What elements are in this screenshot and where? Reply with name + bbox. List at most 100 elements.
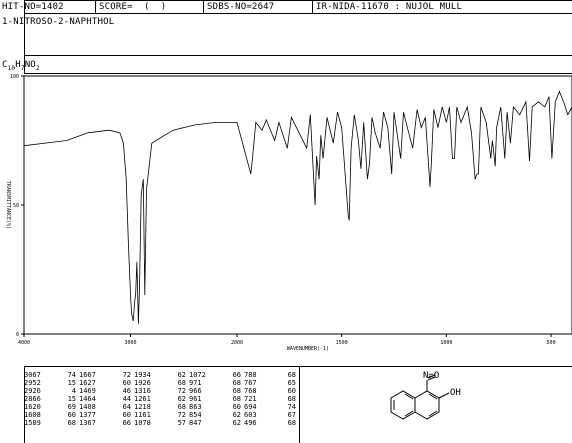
peak-transmittance: 74 [67, 371, 76, 379]
peak-wavenumber: 721 [244, 395, 257, 404]
peak-transmittance: 68 [232, 387, 241, 396]
peak-row: 1316 72 [134, 387, 186, 395]
x-tick-label: 1500 [336, 340, 348, 346]
peak-transmittance: 66 [232, 371, 241, 379]
compound-name: 1-NITROSO-2-NAPHTHOL [2, 17, 115, 27]
peak-row: 788 68 [244, 371, 296, 379]
name-box [24, 14, 572, 56]
sdbs-divider [203, 0, 204, 14]
peak-row: 854 62 [189, 411, 241, 419]
peak-table-box [24, 366, 299, 443]
peak-wavenumber: 603 [244, 411, 257, 420]
ir-id: IR-NIDA-11670 : NUJOL MULL [316, 2, 463, 12]
peak-wavenumber: 966 [189, 387, 202, 396]
peak-transmittance: 67 [287, 411, 296, 420]
peak-transmittance: 62 [177, 371, 186, 379]
peak-row: 966 68 [189, 387, 241, 395]
peak-transmittance: 60 [67, 411, 76, 420]
peak-wavenumber: 1316 [134, 387, 151, 396]
peak-column: 1667 72 1627 60 1469 46 1464 44 1408 64 1377 60 1367… [79, 371, 131, 427]
peak-row: 971 68 [189, 379, 241, 387]
x-tick-label: 4000 [18, 340, 30, 346]
peak-wavenumber: 1469 [79, 387, 96, 396]
peak-row: 1161 72 [134, 411, 186, 419]
peak-row: 1261 62 [134, 395, 186, 403]
peak-transmittance: 74 [287, 403, 296, 412]
molecular-structure: OH N=O [390, 371, 461, 420]
x-tick-label: 3000 [124, 340, 136, 346]
peak-row: 1072 66 [189, 371, 241, 379]
peak-wavenumber: 1926 [134, 379, 151, 388]
peak-transmittance: 68 [287, 395, 296, 404]
peak-column: 1934 62 1926 68 1316 72 1261 62 1218 68 1161 72 1078… [134, 371, 186, 427]
nitroso-label: N=O [423, 371, 439, 381]
peak-transmittance: 68 [177, 379, 186, 388]
peak-transmittance: 62 [177, 395, 186, 404]
formula-box [24, 56, 572, 74]
peak-row: 1078 57 [134, 419, 186, 427]
peak-transmittance: 62 [232, 411, 241, 420]
score: SCORE= ( ) [99, 2, 167, 12]
peak-column: 788 68 767 65 768 60 721 68 694 74 603 67 496 68 [244, 371, 296, 427]
peak-row: 1608 60 [24, 411, 76, 419]
peak-wavenumber: 1072 [189, 371, 206, 379]
peak-wavenumber: 3067 [24, 371, 41, 379]
peak-row: 1469 46 [79, 387, 131, 395]
molecular-formula: C10H7NO2 [2, 60, 40, 72]
peak-transmittance: 57 [177, 419, 186, 428]
peak-row: 603 67 [244, 411, 296, 419]
peak-transmittance: 66 [122, 419, 131, 428]
peak-row: 767 65 [244, 379, 296, 387]
peak-row: 1377 60 [79, 411, 131, 419]
peak-transmittance: 72 [122, 371, 131, 379]
peak-wavenumber: 971 [189, 379, 202, 388]
peak-wavenumber: 2866 [24, 395, 41, 404]
peak-row: 863 60 [189, 403, 241, 411]
peak-wavenumber: 1161 [134, 411, 151, 420]
peak-row: 721 68 [244, 395, 296, 403]
structure-box [299, 366, 572, 443]
x-axis-label: WAVENUMBER(-1) [287, 346, 329, 352]
peak-row: 694 74 [244, 403, 296, 411]
peak-transmittance: 46 [122, 387, 131, 396]
peak-wavenumber: 1627 [79, 379, 96, 388]
peak-row: 1667 72 [79, 371, 131, 379]
y-axis-label: TRANSMITTANCE(%) [5, 181, 11, 229]
sdbs-number: SDBS-NO=2647 [207, 2, 275, 12]
y-tick-label: 0 [16, 332, 19, 338]
peak-row: 3067 74 [24, 371, 76, 379]
x-tick-label: 500 [547, 340, 556, 346]
peak-row: 1218 68 [134, 403, 186, 411]
peak-wavenumber: 1261 [134, 395, 151, 404]
peak-wavenumber: 1934 [134, 371, 151, 379]
peak-wavenumber: 1078 [134, 419, 151, 428]
peak-transmittance: 68 [232, 395, 241, 404]
peak-row: 847 62 [189, 419, 241, 427]
peak-row: 1934 62 [134, 371, 186, 379]
ir-divider [312, 0, 313, 14]
peak-row: 496 68 [244, 419, 296, 427]
peak-transmittance: 72 [177, 411, 186, 420]
peak-wavenumber: 1464 [79, 395, 96, 404]
peak-row: 1589 68 [24, 419, 76, 427]
peak-wavenumber: 1377 [79, 411, 96, 420]
peak-transmittance: 68 [287, 419, 296, 428]
peak-wavenumber: 863 [189, 403, 202, 412]
peak-transmittance: 65 [287, 379, 296, 388]
plot-frame [23, 75, 572, 335]
peak-column: 3067 74 2952 15 2926 4 2866 15 1620 69 1608 60 1589 6… [24, 371, 76, 427]
peak-row: 2926 4 [24, 387, 76, 395]
peak-wavenumber: 1667 [79, 371, 96, 379]
peak-wavenumber: 2952 [24, 379, 41, 388]
x-tick-label: 2000 [231, 340, 243, 346]
peak-wavenumber: 1367 [79, 419, 96, 428]
hydroxyl-label: OH [450, 388, 461, 398]
peak-wavenumber: 1218 [134, 403, 151, 412]
peak-wavenumber: 694 [244, 403, 257, 412]
peak-wavenumber: 1608 [24, 411, 41, 420]
peak-transmittance: 68 [232, 379, 241, 388]
peak-wavenumber: 496 [244, 419, 257, 428]
peak-wavenumber: 847 [189, 419, 202, 428]
peak-wavenumber: 961 [189, 395, 202, 404]
